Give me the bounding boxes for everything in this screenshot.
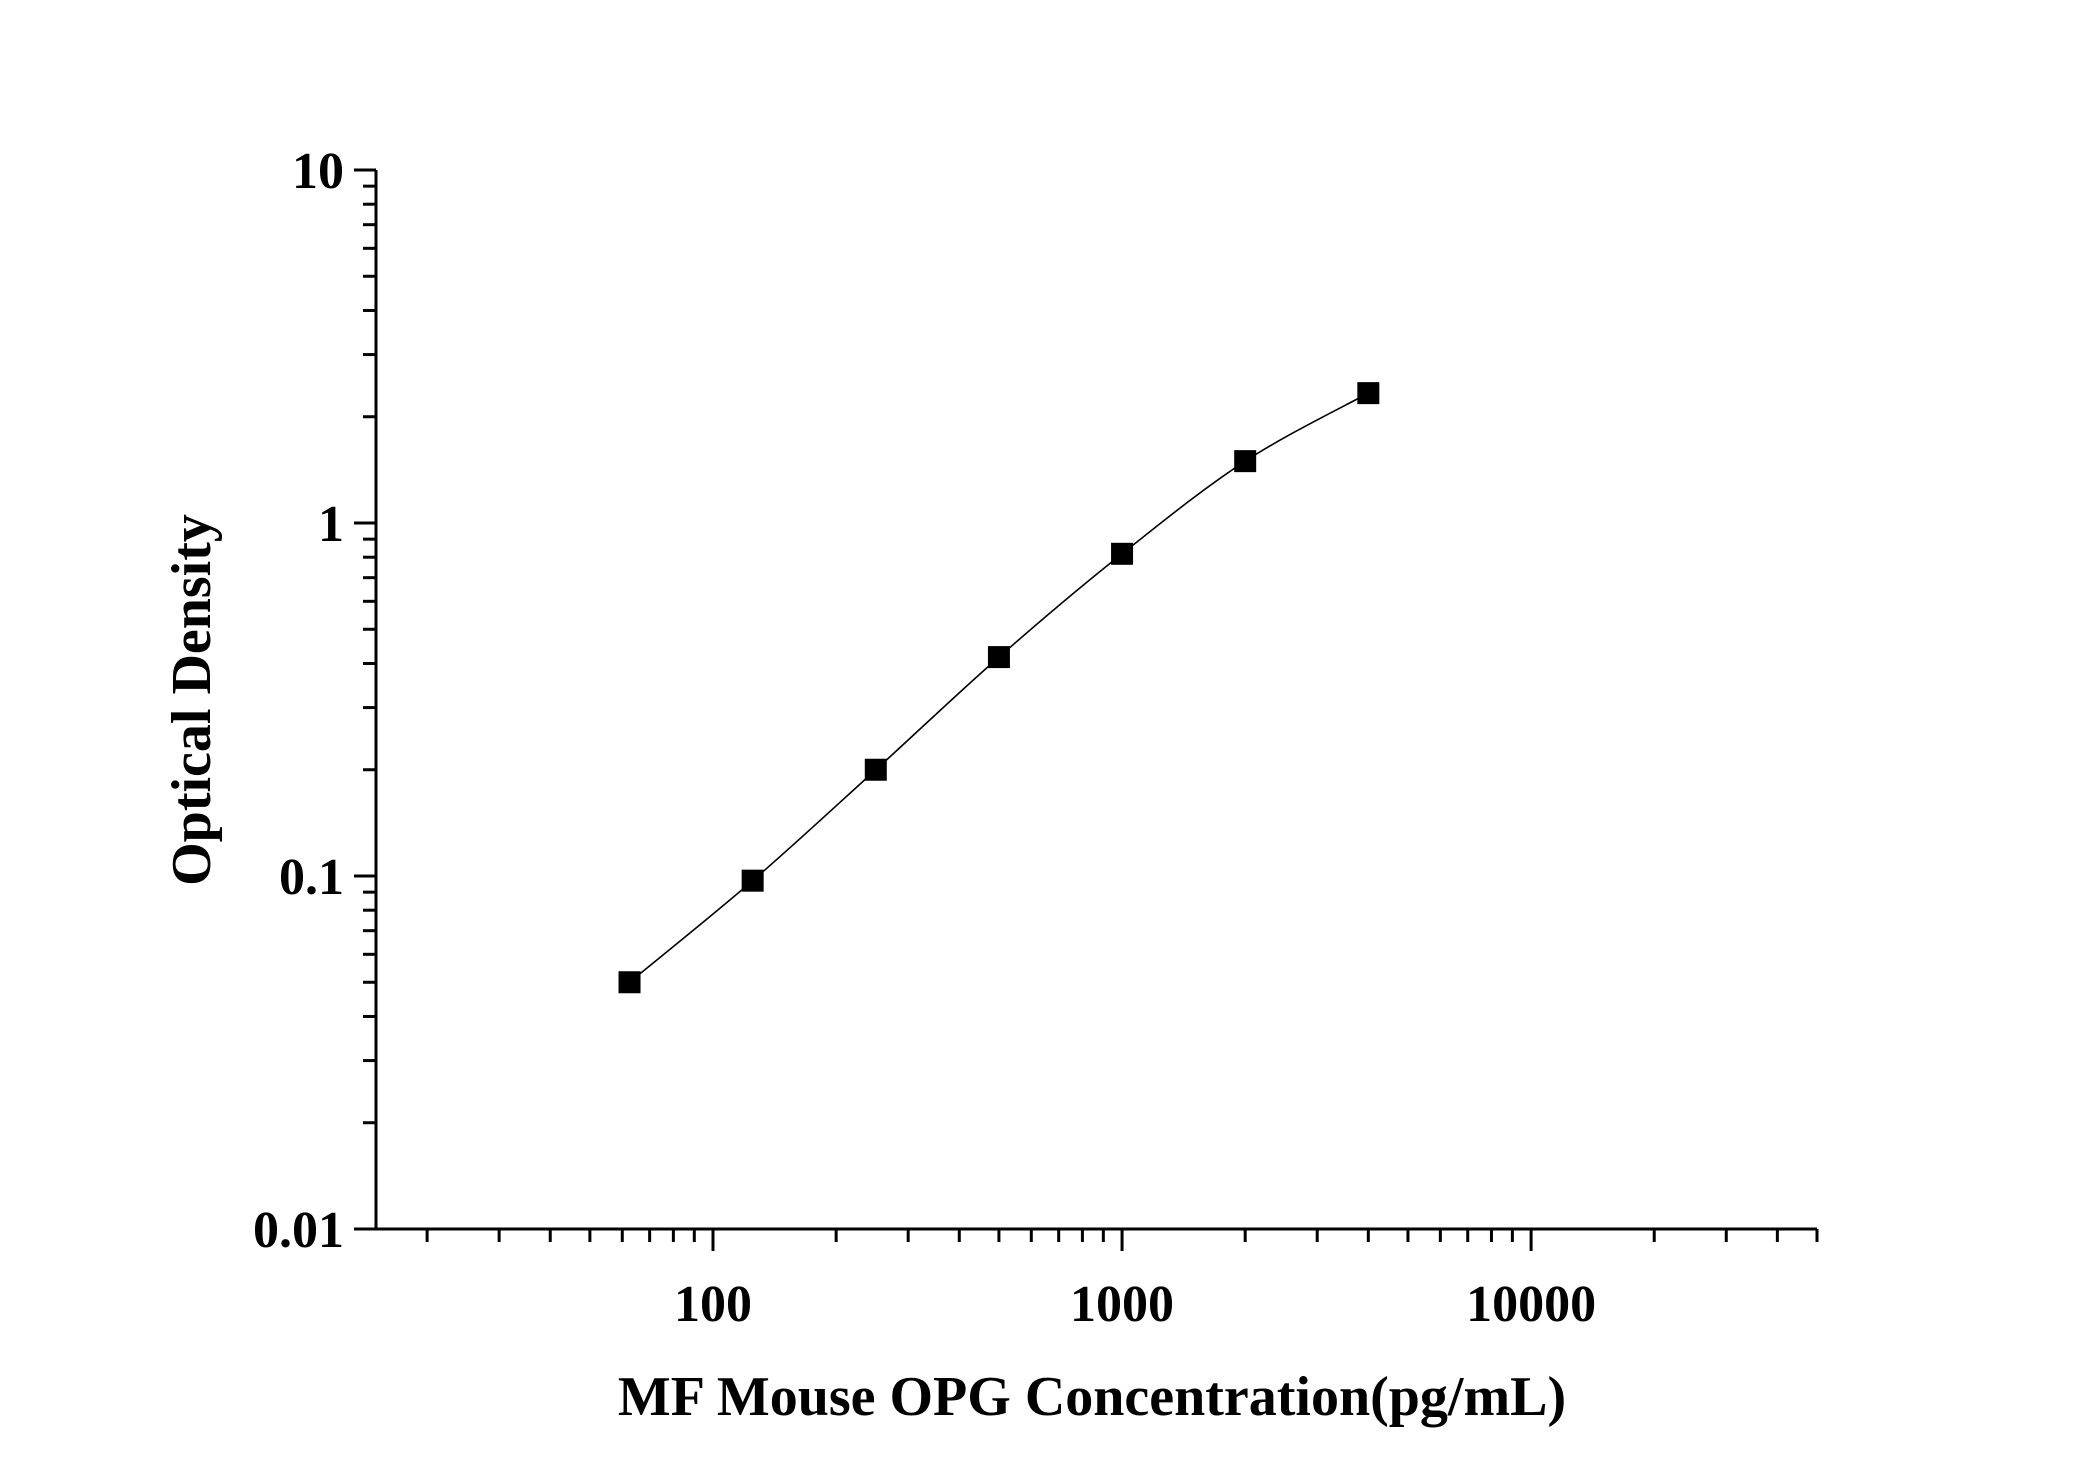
axes: [374, 170, 1817, 1231]
axis-ticks: [354, 168, 1819, 1251]
x-axis-title: MF Mouse OPG Concentration(pg/mL): [618, 1366, 1566, 1428]
data-point: [864, 758, 887, 781]
data-point: [1357, 382, 1380, 405]
y-tick-label: 10: [292, 143, 344, 200]
tick-labels: 100 1000 10000 0.01 0.1 1 10: [253, 143, 1596, 1333]
x-tick-label: 1000: [1070, 1276, 1174, 1333]
data-point: [618, 971, 641, 994]
data-points: [618, 382, 1380, 994]
data-point: [741, 869, 764, 892]
fit-curve: [629, 392, 1369, 983]
data-point: [1111, 542, 1134, 565]
x-tick-label: 100: [674, 1276, 752, 1333]
data-point: [1234, 450, 1257, 473]
y-tick-label: 0.01: [253, 1202, 344, 1259]
x-tick-label: 10000: [1466, 1276, 1596, 1333]
y-axis-title: Optical Density: [161, 514, 223, 886]
data-point: [987, 646, 1010, 669]
y-tick-label: 1: [318, 496, 344, 553]
y-tick-label: 0.1: [279, 849, 344, 906]
